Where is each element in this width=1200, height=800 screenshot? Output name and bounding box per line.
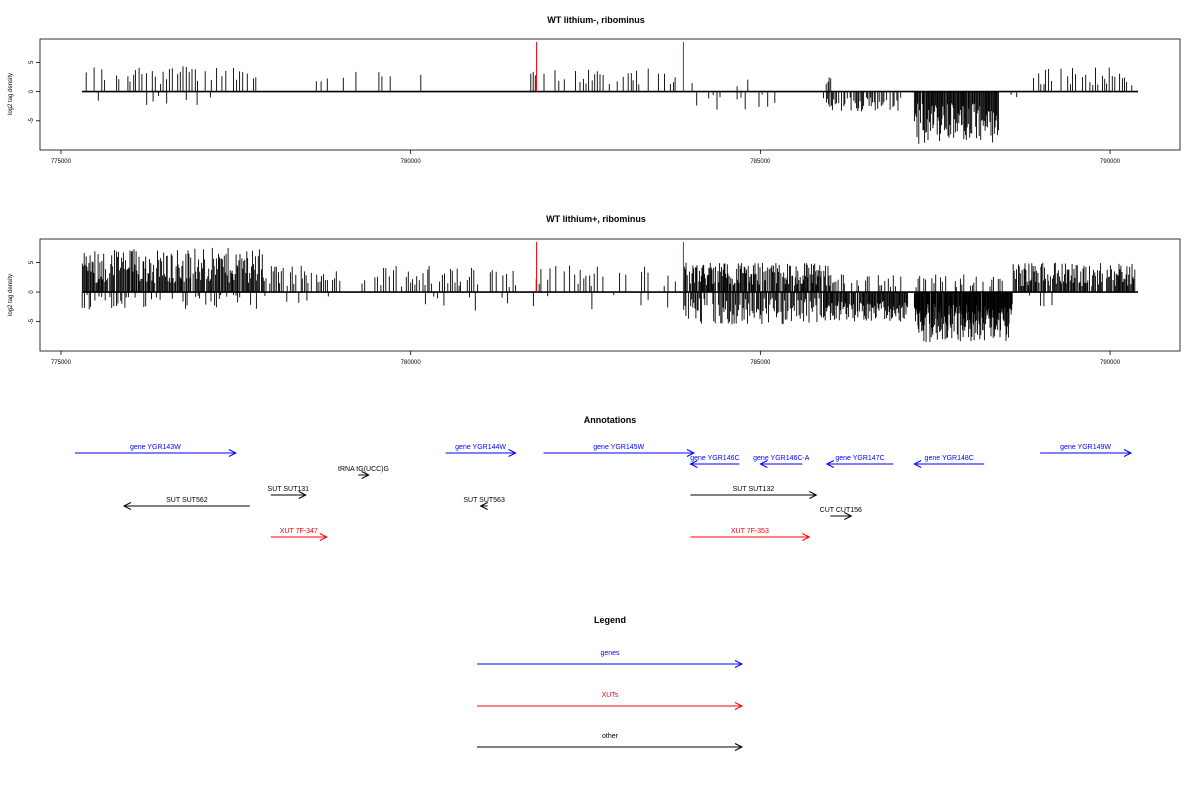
annotation-arrow-head: [686, 449, 696, 457]
annotation-label: XUT 7F-353: [731, 528, 769, 535]
annotation-arrow-head: [809, 491, 818, 499]
axes: 775000 780000 785000 790000 5 0 -5: [29, 260, 1121, 366]
plot-frame: [39, 38, 1181, 151]
annotation-feature: SUT SUT132: [690, 486, 818, 499]
y-tick-label: -5: [29, 318, 35, 324]
legend-entry: XUTs: [477, 692, 744, 710]
legend-entry: genes: [477, 650, 744, 668]
annotation-arrow-head: [1123, 449, 1133, 457]
x-tick-label: 780000: [401, 360, 422, 366]
annotation-arrow-head: [298, 491, 307, 499]
annotation-label: gene YGR146C-A: [753, 455, 810, 462]
annotation-label: gene YGR148C: [925, 455, 974, 462]
annotation-label: XUT 7F-347: [280, 528, 318, 535]
annotation-label: gene YGR145W: [593, 444, 644, 451]
y-axis-label: log2 tag density: [8, 274, 14, 316]
annotation-feature: tRNA tG(UCC)G: [338, 466, 389, 479]
annotation-arrow-head: [759, 460, 768, 468]
track-title: WT lithium-, ribominus: [547, 15, 645, 25]
x-tick-label: 790000: [1100, 360, 1121, 366]
y-tick-label: 0: [29, 290, 35, 294]
annotation-feature: XUT 7F-347: [270, 528, 328, 541]
annotation-label: gene YGR143W: [130, 444, 181, 451]
annotations-title: Annotations: [584, 415, 637, 425]
annotation-arrow-head: [361, 471, 370, 479]
legend-title: Legend: [594, 615, 626, 625]
annotation-arrow-head: [844, 512, 853, 520]
axes: 775000 780000 785000 790000 5 0 -5: [29, 60, 1121, 165]
annotation-arrow-head: [825, 460, 835, 468]
x-tick-label: 785000: [750, 159, 771, 165]
annotation-feature: gene YGR143W: [74, 444, 237, 457]
annotation-arrow-head: [802, 533, 811, 541]
annotation-label: SUT SUT563: [463, 497, 505, 504]
annotation-feature: SUT SUT562: [122, 497, 250, 510]
annotation-arrow-head: [122, 502, 132, 510]
track-title: WT lithium+, ribominus: [546, 214, 646, 224]
annotation-feature: SUT SUT131: [268, 486, 310, 499]
legend-label: other: [602, 733, 619, 740]
x-tick-label: 790000: [1100, 159, 1121, 165]
marker-lines: [536, 242, 684, 293]
x-tick-label: 775000: [51, 159, 72, 165]
annotation-label: gene YGR149W: [1060, 444, 1111, 451]
legend: Legend genes XUTs other: [477, 615, 744, 751]
annotation-arrow-head: [913, 460, 922, 468]
annotation-arrow-head: [319, 533, 328, 541]
annotation-label: gene YGR144W: [455, 444, 506, 451]
y-tick-label: -5: [29, 117, 35, 123]
marker-lines: [536, 42, 684, 92]
annotation-feature: XUT 7F-353: [690, 528, 811, 541]
annotation-arrow-head: [228, 449, 237, 457]
annotation-arrow-head: [479, 502, 488, 510]
track-panel-lithium-plus: WT lithium+, ribominus log2 tag density …: [8, 214, 1181, 366]
legend-entry: other: [477, 733, 744, 751]
y-tick-label: 5: [29, 60, 35, 64]
annotation-label: CUT CUT156: [820, 507, 862, 514]
legend-arrow-head: [734, 702, 744, 710]
signal-bars: [81, 247, 1139, 342]
y-tick-label: 5: [29, 260, 35, 264]
annotation-track: Annotations gene YGR143W gene YGR144W gene…: [74, 415, 1133, 541]
annotation-feature: SUT SUT563: [463, 497, 505, 510]
x-tick-label: 775000: [51, 360, 72, 366]
legend-label: XUTs: [602, 692, 619, 699]
annotation-feature: gene YGR146C: [689, 455, 740, 468]
annotation-arrow-head: [689, 460, 698, 468]
signal-bars: [81, 66, 1139, 144]
annotation-label: SUT SUT132: [733, 486, 775, 493]
annotation-label: gene YGR146C: [690, 455, 739, 462]
y-axis-label: log2 tag density: [8, 73, 14, 115]
plot-frame: [39, 238, 1181, 352]
track-panel-lithium-minus: WT lithium-, ribominus log2 tag density …: [8, 15, 1181, 165]
annotation-feature: gene YGR147C: [825, 455, 894, 468]
annotation-feature: gene YGR146C-A: [753, 455, 810, 468]
annotation-label: SUT SUT131: [268, 486, 310, 493]
annotation-label: gene YGR147C: [835, 455, 884, 462]
legend-arrow-head: [734, 660, 744, 668]
x-tick-label: 780000: [401, 159, 422, 165]
annotation-feature: CUT CUT156: [820, 507, 862, 520]
annotation-feature: gene YGR144W: [445, 444, 517, 457]
annotation-feature: gene YGR149W: [1040, 444, 1133, 457]
annotation-label: SUT SUT562: [166, 497, 208, 504]
legend-arrow-head: [734, 743, 744, 751]
annotation-feature: gene YGR148C: [913, 455, 985, 468]
annotation-feature: gene YGR145W: [543, 444, 696, 457]
y-tick-label: 0: [29, 89, 35, 93]
legend-label: genes: [600, 650, 620, 657]
x-tick-label: 785000: [750, 360, 771, 366]
annotation-label: tRNA tG(UCC)G: [338, 466, 389, 473]
annotation-arrow-head: [508, 449, 517, 457]
